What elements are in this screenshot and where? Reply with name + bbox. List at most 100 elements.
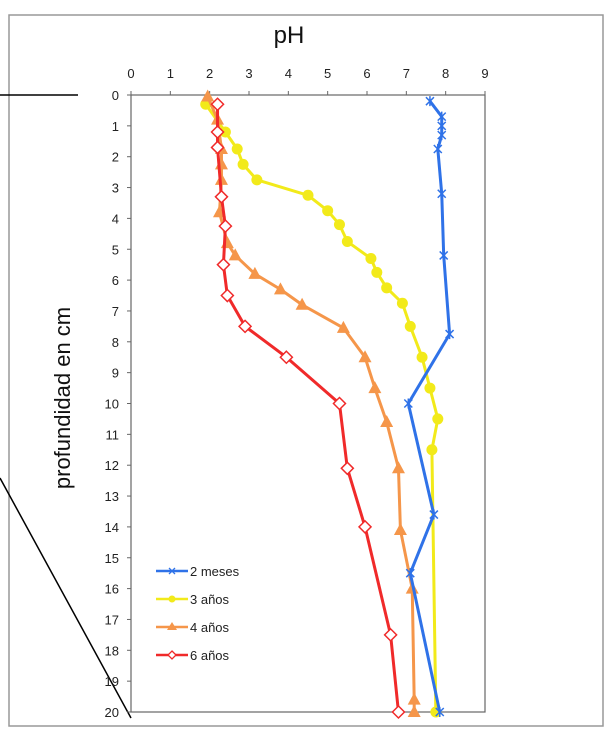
series-2-meses [403,96,455,717]
data-point-marker [248,266,262,279]
data-point-marker [381,282,393,294]
data-point-marker [404,320,416,332]
data-point-marker [407,692,421,705]
y-tick-label: 18 [105,643,119,658]
data-point-marker [295,297,309,310]
y-tick-label: 15 [105,551,119,566]
data-point-marker [380,415,394,428]
data-point-marker [391,461,405,474]
data-point-marker [231,143,243,155]
data-point-marker [340,461,355,476]
legend-label: 4 años [190,620,230,635]
data-point-marker [433,143,443,154]
data-point-marker [336,320,350,333]
legend-item: 4 años [156,620,230,635]
legend-item: 6 años [156,648,230,663]
data-point-marker [393,522,407,535]
y-tick-label: 8 [112,335,119,350]
data-point-marker [358,350,372,363]
data-point-marker [429,509,439,520]
y-tick-label: 6 [112,273,119,288]
x-tick-label: 7 [403,66,410,81]
data-point-marker [357,519,373,534]
y-tick-label: 13 [105,489,119,504]
x-tick-label: 3 [245,66,252,81]
data-point-marker [237,158,249,170]
data-point-marker [439,250,449,261]
data-point-marker [437,130,447,141]
legend-item: 2 meses [156,564,240,579]
legend-swatch-marker [168,595,176,603]
legend: 2 meses 3 años 4 años 6 años [156,564,240,663]
x-tick-label: 8 [442,66,449,81]
data-point-marker [228,248,242,261]
x-tick-label: 5 [324,66,331,81]
chart-title: pH [274,22,305,49]
data-point-marker [424,382,436,394]
y-tick-label: 12 [105,458,119,473]
data-point-marker [383,627,398,642]
data-point-marker [210,124,225,140]
data-point-marker [425,96,435,107]
data-point-marker [210,140,225,155]
data-point-marker [302,189,314,201]
x-tick-label: 2 [206,66,213,81]
data-point-marker [238,319,253,334]
data-point-marker [405,568,415,579]
data-point-marker [437,188,447,199]
data-point-marker [220,288,235,303]
y-axis-label: profundidad en cm [50,307,75,489]
data-point-marker [437,111,447,122]
data-point-marker [216,257,231,272]
legend-item: 3 años [156,592,230,607]
data-point-marker [403,398,413,409]
data-point-marker [396,297,408,309]
series-6-anos [210,97,406,720]
y-tick-label: 10 [105,397,119,412]
data-point-marker [435,707,445,717]
plot-area [130,94,486,713]
data-point-marker [214,189,229,204]
series-line [216,104,400,713]
y-tick-label: 9 [112,366,119,381]
data-point-marker [407,705,421,717]
y-tick-label: 19 [105,674,119,689]
data-point-marker [416,351,428,363]
x-tick-label: 0 [127,66,134,81]
data-point-marker [365,253,377,265]
data-point-marker [437,120,447,131]
y-tick-label: 7 [112,304,119,319]
data-point-marker [371,266,383,278]
data-point-marker [391,704,406,720]
y-tick-label: 2 [112,150,119,165]
data-point-marker [332,396,347,411]
x-tick-label: 1 [167,66,174,81]
annotation-line-diagonal [0,477,132,719]
y-tick-label: 0 [112,88,119,103]
data-point-marker [279,350,294,365]
x-tick-label: 6 [363,66,370,81]
data-point-marker [322,205,334,217]
legend-label: 6 años [190,648,230,663]
data-point-marker [341,236,353,248]
y-tick-label: 4 [112,211,119,226]
legend-label: 2 meses [190,564,240,579]
data-point-marker [432,413,444,425]
data-point-marker [333,219,345,231]
data-point-marker [426,444,438,456]
y-tick-label: 20 [105,705,119,720]
y-tick-label: 3 [112,181,119,196]
y-tick-label: 14 [105,520,119,535]
data-point-marker [273,282,287,295]
y-tick-label: 17 [105,612,119,627]
y-tick-label: 1 [112,119,119,134]
y-tick-label: 11 [106,427,120,442]
data-point-marker [251,174,263,186]
data-point-marker [219,126,231,138]
x-tick-label: 4 [285,66,292,81]
x-tick-label: 9 [481,66,488,81]
y-tick-label: 16 [105,582,119,597]
data-point-marker [445,329,455,340]
legend-swatch-marker [167,650,177,660]
